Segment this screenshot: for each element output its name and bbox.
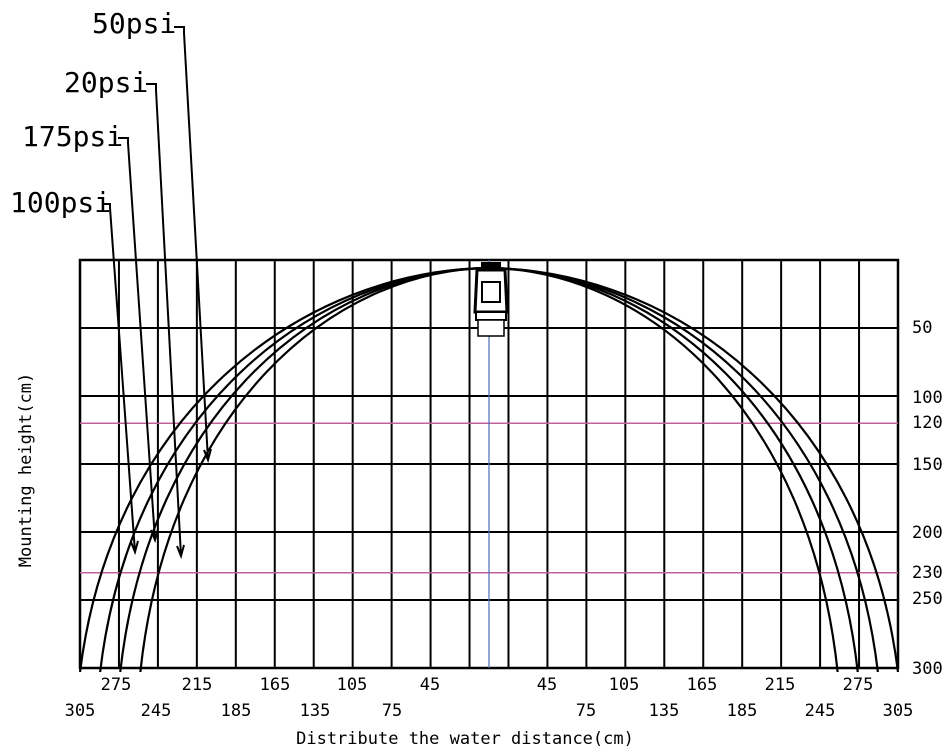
x-tick-label: 275	[101, 675, 132, 695]
x-tick-label: 105	[337, 675, 368, 695]
series-curve-right	[488, 266, 839, 673]
leader-arrow	[203, 448, 212, 464]
x-tick-label: 135	[300, 701, 331, 721]
y-tick-label: 250	[912, 589, 943, 609]
x-tick-label: 105	[609, 675, 640, 695]
x-tick-label: 305	[65, 701, 96, 721]
x-tick-label: 135	[649, 701, 680, 721]
y-tick-label: 200	[912, 523, 943, 543]
leader-arrow	[150, 528, 159, 544]
x-tick-label: 75	[382, 701, 402, 721]
series-label-100psi: 100psi	[10, 186, 111, 219]
spray-curves	[78, 266, 900, 673]
y-tick-label: 230	[912, 563, 943, 583]
series-label-20psi: 20psi	[64, 66, 148, 99]
series-label-50psi: 50psi	[92, 7, 176, 40]
x-tick-label: 245	[141, 701, 172, 721]
y-tick-label: 100	[912, 388, 943, 408]
y-tick-label: 120	[912, 413, 943, 433]
x-tick-label: 275	[843, 675, 874, 695]
x-tick-label: 215	[765, 675, 796, 695]
nozzle-icon	[473, 262, 509, 337]
y-axis-title: Mounting height(cm)	[16, 373, 36, 567]
series-label-175psi: 175psi	[22, 120, 123, 153]
x-tick-label: 45	[420, 675, 440, 695]
x-tick-label: 45	[537, 675, 557, 695]
leader-line	[118, 137, 156, 541]
leader-line	[102, 203, 136, 553]
x-tick-label: 165	[260, 675, 291, 695]
x-tick-label: 185	[727, 701, 758, 721]
y-tick-label: 300	[912, 659, 943, 679]
x-tick-label: 305	[883, 701, 914, 721]
x-tick-label: 185	[221, 701, 252, 721]
leader-line	[146, 83, 182, 557]
leader-arrow	[176, 544, 185, 560]
series-curve-left	[139, 266, 490, 673]
x-tick-label: 215	[182, 675, 213, 695]
psi-pointers	[102, 26, 212, 560]
leader-line	[174, 26, 209, 461]
x-tick-label: 165	[687, 675, 718, 695]
x-tick-label: 245	[805, 701, 836, 721]
y-tick-label: 50	[912, 318, 932, 338]
leader-arrow	[130, 540, 139, 556]
x-axis-title: Distribute the water distance(cm)	[296, 729, 634, 749]
y-tick-label: 150	[912, 455, 943, 475]
x-tick-label: 75	[576, 701, 596, 721]
